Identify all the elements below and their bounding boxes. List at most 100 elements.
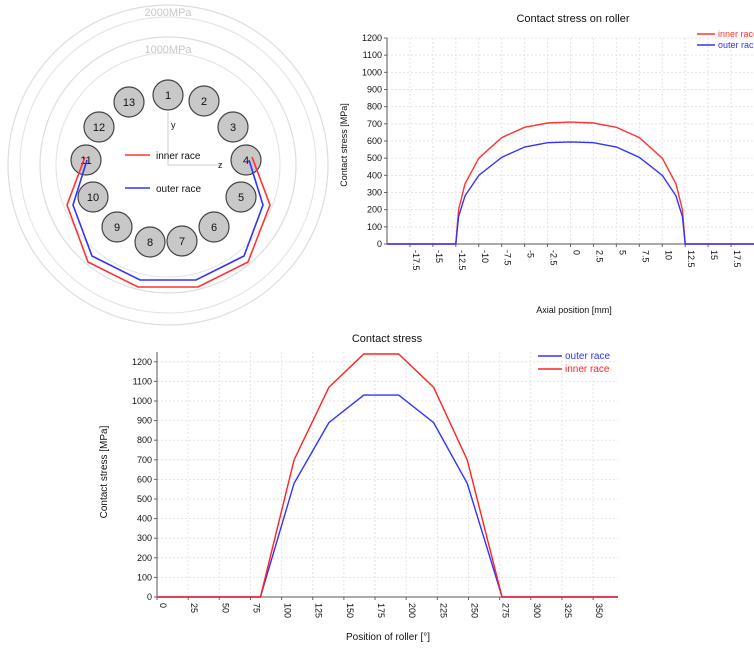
chart1-xlabel: Axial position [mm]: [536, 305, 612, 315]
chart1-title: Contact stress on roller: [516, 13, 629, 25]
c2-ytick-label-3: 300: [137, 533, 152, 543]
c2-series-inner-race: [157, 353, 618, 598]
roller-13: [113, 86, 145, 118]
c1-ytick-label-1: 100: [367, 222, 382, 232]
c2-legend-label-0: outer race: [565, 351, 610, 362]
c2-ytick-label-11: 1100: [133, 376, 152, 386]
c1-xtick-label-3: -10: [480, 250, 490, 263]
c1-ytick-label-7: 700: [367, 119, 382, 129]
c1-series-inner-race: [387, 121, 754, 245]
roller-9: [101, 211, 133, 243]
roller-3: [217, 111, 249, 143]
c2-xtick-label-4: 100: [283, 603, 293, 618]
roller-label-10: 10: [87, 192, 99, 204]
c2-xtick-label-14: 350: [594, 603, 604, 618]
roller-8: [134, 226, 166, 258]
c2-xtick-label-8: 200: [407, 603, 417, 618]
c1-xtick-label-8: 2.5: [594, 250, 604, 263]
c1-legend-label-0: inner race: [718, 29, 754, 39]
ring-1000: [39, 36, 297, 294]
roller-4: [230, 144, 262, 176]
roller-label-5: 5: [238, 192, 244, 204]
legend-label-inner: inner race: [156, 151, 201, 162]
c1-ytick-label-0: 0: [377, 239, 382, 249]
roller-2: [188, 85, 220, 117]
roller-10: [77, 181, 109, 213]
c2-xtick-label-6: 150: [345, 603, 355, 618]
c2-ytick-label-4: 400: [137, 514, 152, 524]
c1-xtick-label-5: -5: [526, 250, 536, 258]
c1-xtick-label-2: -12.5: [457, 250, 467, 271]
c1-ytick-label-6: 600: [367, 136, 382, 146]
roller-1: [152, 79, 184, 111]
c1-xtick-label-10: 7.5: [640, 250, 650, 263]
c1-xtick-label-1: -15: [434, 250, 444, 263]
chart2-legend: outer race inner race: [538, 351, 610, 375]
c2-xtick-label-10: 250: [469, 603, 479, 618]
outer-race-polyline: [72, 159, 264, 281]
c2-xtick-label-3: 75: [251, 603, 261, 613]
c2-ytick-label-12: 1200: [132, 357, 152, 367]
c2-xtick-label-13: 325: [563, 603, 573, 618]
roller-label-4: 4: [243, 155, 249, 167]
inner-race-polyline: [66, 156, 271, 288]
chart2-grid: [156, 352, 618, 598]
c2-ytick-label-1: 100: [137, 572, 152, 582]
c2-xtick-label-7: 175: [376, 603, 386, 618]
c2-xtick-label-0: 0: [158, 603, 168, 608]
c2-ytick-label-2: 200: [137, 553, 152, 563]
c1-ytick-label-5: 500: [367, 153, 382, 163]
chart1-ticks: -17.5 -15 -12.5 -10 -7.5 -5 -2.5 0 2.5 5 7.5 10 12.5…: [362, 33, 754, 271]
roller-label-8: 8: [147, 237, 153, 249]
ring-label-2000: 2000MPa: [144, 7, 192, 19]
c2-xtick-label-1: 25: [189, 603, 199, 613]
roller-6: [198, 211, 230, 243]
chart2-series: [157, 353, 618, 598]
c2-ytick-label-10: 1000: [132, 396, 152, 406]
outer-ring-2000: [7, 4, 329, 326]
c1-xtick-label-0: -17.5: [411, 250, 421, 271]
c1-ytick-label-4: 400: [367, 170, 382, 180]
c1-ytick-label-10: 1000: [362, 67, 382, 77]
inner-ring: [55, 52, 281, 278]
c2-xtick-label-12: 300: [532, 603, 542, 618]
c2-ytick-label-0: 0: [147, 592, 152, 602]
c2-ytick-label-7: 700: [137, 455, 152, 465]
chart-contact-stress-on-roller: Contact stress on roller -17.5 -15 -12.5 -1…: [339, 13, 754, 315]
c2-ytick-label-8: 800: [137, 435, 152, 445]
roller-label-6: 6: [211, 222, 217, 234]
c1-ytick-label-2: 200: [367, 205, 382, 215]
chart1-grid: [387, 37, 754, 245]
c2-ytick-label-9: 900: [137, 416, 152, 426]
roller-12: [83, 111, 115, 143]
c1-xtick-label-4: -7.5: [503, 250, 513, 266]
roller-7: [166, 225, 198, 257]
roller-label-13: 13: [123, 97, 135, 109]
c1-ytick-label-9: 900: [367, 85, 382, 95]
c1-ytick-label-11: 1100: [363, 50, 382, 60]
c2-series-outer-race: [157, 394, 618, 598]
c1-xtick-label-13: 15: [709, 250, 719, 260]
roller-label-12: 12: [93, 122, 105, 134]
z-axis-label: z: [218, 160, 223, 170]
roller-label-7: 7: [179, 236, 185, 248]
c1-xtick-label-9: 5: [617, 250, 627, 255]
ring-label-1000: 1000MPa: [144, 44, 192, 56]
roller-11: [70, 144, 102, 176]
c2-xtick-label-9: 225: [438, 603, 448, 618]
c1-xtick-label-11: 10: [663, 250, 673, 260]
c1-ytick-label-3: 300: [367, 188, 382, 198]
c1-xtick-label-6: -2.5: [549, 250, 559, 266]
c2-xtick-label-5: 125: [314, 603, 324, 618]
c1-xtick-label-14: 17.5: [732, 250, 742, 268]
y-axis-label: y: [171, 120, 176, 130]
c2-xtick-label-2: 50: [220, 603, 230, 613]
c1-series-outer-race: [387, 141, 754, 245]
chart1-series: [387, 121, 754, 245]
c1-xtick-label-7: 0: [572, 250, 582, 255]
roller-label-9: 9: [114, 222, 120, 234]
c1-ytick-label-8: 800: [367, 102, 382, 112]
roller-5: [225, 181, 257, 213]
